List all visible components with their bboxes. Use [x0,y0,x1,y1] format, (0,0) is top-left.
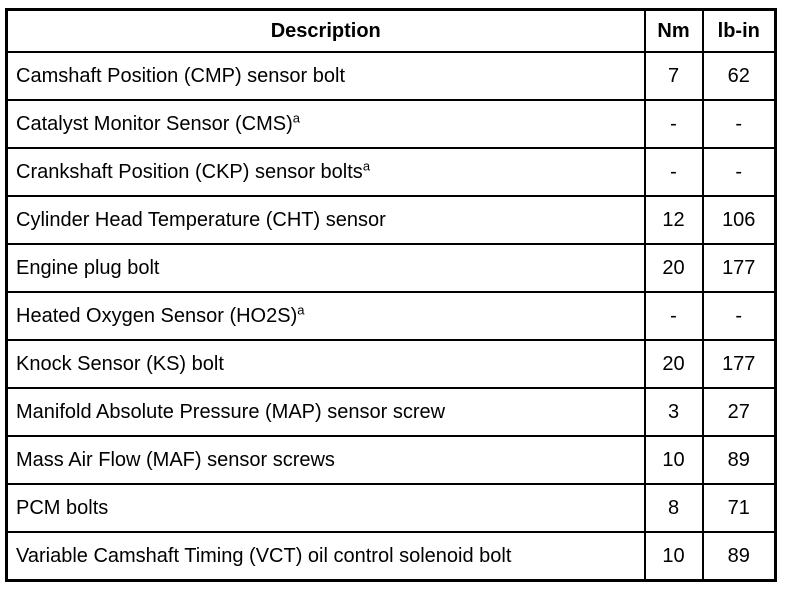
nm-value: 3 [643,387,704,437]
table-row: Heated Oxygen Sensor (HO2S)a - - [5,291,777,341]
lb-in-value: 89 [701,435,777,485]
row-description: Heated Oxygen Sensor (HO2S)a [5,291,646,341]
row-description: Camshaft Position (CMP) sensor bolt [5,51,646,101]
nm-value: 8 [643,483,704,533]
table-header-row: Description Nm lb-in [5,8,777,53]
table-row: Cylinder Head Temperature (CHT) sensor 1… [5,195,777,245]
description-text: Heated Oxygen Sensor (HO2S) [16,305,298,327]
row-description: Variable Camshaft Timing (VCT) oil contr… [5,531,646,582]
row-description: PCM bolts [5,483,646,533]
description-text: Knock Sensor (KS) bolt [16,353,224,375]
footnote-marker: a [297,302,305,318]
row-description: Knock Sensor (KS) bolt [5,339,646,389]
table-row: Engine plug bolt 20 177 [5,243,777,293]
lb-in-value: 177 [701,339,777,389]
table-row: Knock Sensor (KS) bolt 20 177 [5,339,777,389]
nm-value: 12 [643,195,704,245]
table-row: Camshaft Position (CMP) sensor bolt 7 62 [5,51,777,101]
footnote-marker: a [292,110,300,126]
description-text: Mass Air Flow (MAF) sensor screws [16,449,335,471]
nm-value: - [643,99,704,149]
description-text: Cylinder Head Temperature (CHT) sensor [16,209,386,231]
nm-value: 7 [643,51,704,101]
row-description: Engine plug bolt [5,243,646,293]
table-row: Mass Air Flow (MAF) sensor screws 10 89 [5,435,777,485]
table-row: Crankshaft Position (CKP) sensor boltsa … [5,147,777,197]
header-nm: Nm [643,8,704,53]
description-text: Camshaft Position (CMP) sensor bolt [16,65,346,87]
lb-in-value: 71 [701,483,777,533]
table-row: Variable Camshaft Timing (VCT) oil contr… [5,531,777,582]
header-lb-in: lb-in [701,8,777,53]
lb-in-value: 89 [701,531,777,582]
header-description: Description [5,8,646,53]
nm-value: 10 [643,531,704,582]
footnote-marker: a [362,158,371,174]
torque-spec-table: Description Nm lb-in Camshaft Position (… [5,8,777,582]
description-text: PCM bolts [16,497,109,519]
description-text: Manifold Absolute Pressure (MAP) sensor … [16,401,446,423]
nm-value: 20 [643,339,704,389]
description-text: Crankshaft Position (CKP) sensor bolts [16,161,363,183]
description-text: Engine plug bolt [16,257,160,279]
nm-value: - [643,147,704,197]
lb-in-value: 106 [701,195,777,245]
row-description: Manifold Absolute Pressure (MAP) sensor … [5,387,646,437]
table-row: PCM bolts 8 71 [5,483,777,533]
lb-in-value: - [701,291,777,341]
lb-in-value: - [701,99,777,149]
description-text: Variable Camshaft Timing (VCT) oil contr… [16,545,512,567]
table-row: Catalyst Monitor Sensor (CMS)a - - [5,99,777,149]
lb-in-value: 62 [701,51,777,101]
lb-in-value: 177 [701,243,777,293]
lb-in-value: 27 [701,387,777,437]
row-description: Mass Air Flow (MAF) sensor screws [5,435,646,485]
table-row: Manifold Absolute Pressure (MAP) sensor … [5,387,777,437]
row-description: Catalyst Monitor Sensor (CMS)a [5,99,646,149]
nm-value: 20 [643,243,704,293]
description-text: Catalyst Monitor Sensor (CMS) [16,113,293,135]
lb-in-value: - [701,147,777,197]
nm-value: 10 [643,435,704,485]
row-description: Cylinder Head Temperature (CHT) sensor [5,195,646,245]
row-description: Crankshaft Position (CKP) sensor boltsa [5,147,646,197]
nm-value: - [643,291,704,341]
